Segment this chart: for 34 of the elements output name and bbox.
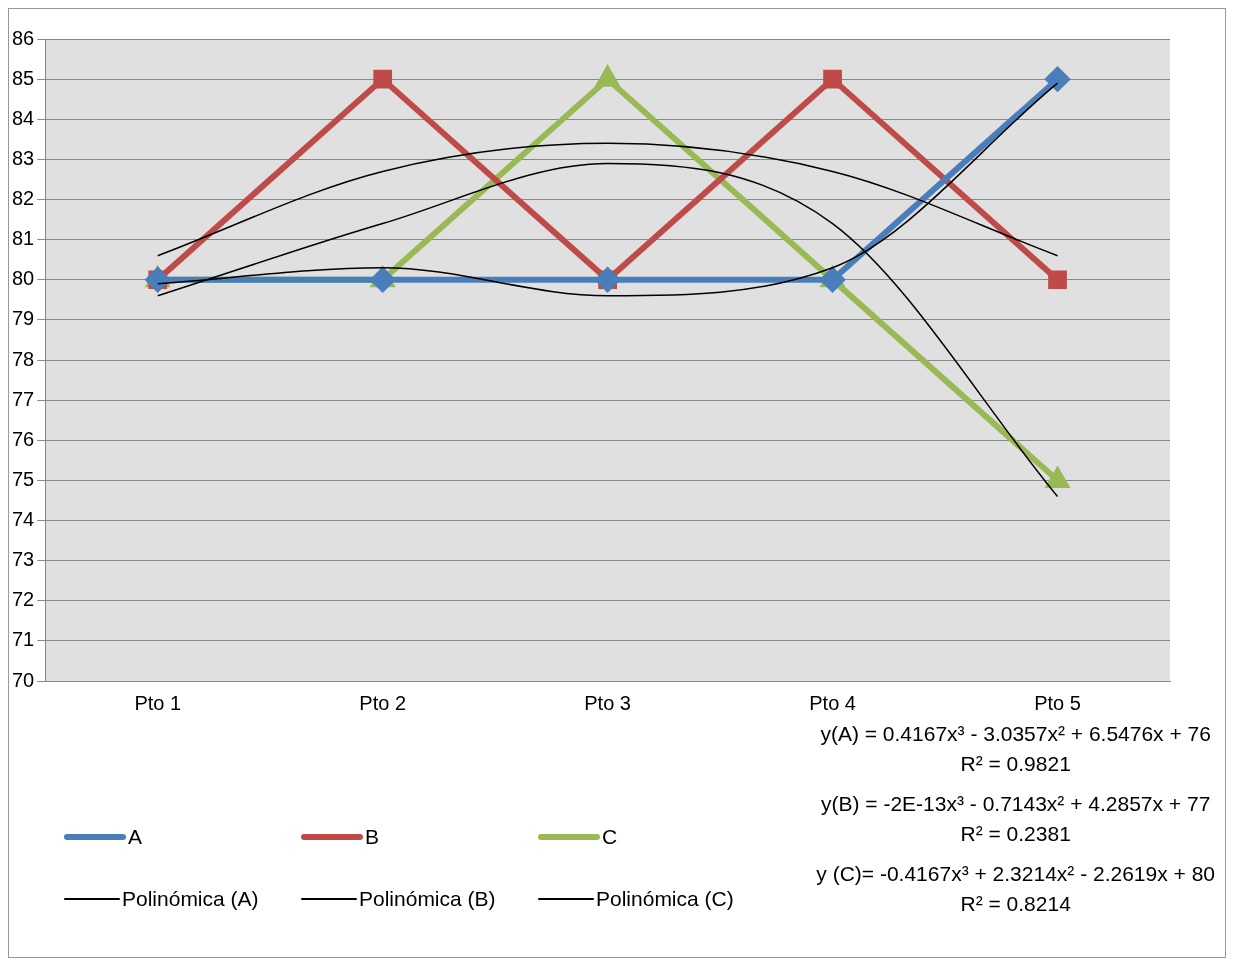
y-tick-label: 70 (12, 668, 35, 691)
x-tick-label: Pto 2 (359, 691, 407, 714)
text: R² = 0.8214 (959, 891, 1072, 917)
text: y(B) = -2E-13x³ - 0.7143x² + 4.2857x + 77 (820, 791, 1212, 817)
y-tick-label: 86 (12, 26, 35, 49)
y-tick-label: 75 (12, 467, 35, 490)
y-tick-label: 83 (12, 146, 35, 169)
x-tick-label: Pto 4 (809, 691, 856, 714)
legend-label: Polinómica (C) (596, 887, 734, 911)
y-tick-label: 78 (12, 347, 35, 370)
text: R² = 0.9821 (959, 751, 1072, 777)
y-tick-label: 73 (12, 548, 35, 571)
y-tick-label: 81 (12, 227, 35, 250)
y-tick-label: 80 (12, 267, 35, 290)
legend-label: Polinómica (B) (359, 887, 496, 911)
y-tick-label: 82 (12, 187, 35, 210)
x-tick-label: Pto 5 (1034, 691, 1081, 714)
legend-label: C (602, 825, 618, 849)
y-tick-label: 76 (12, 427, 35, 450)
y-tick-label: 84 (12, 106, 35, 129)
text: R² = 0.2381 (959, 821, 1072, 847)
y-tick-label: 72 (12, 588, 35, 611)
legend-label: Polinómica (A) (122, 887, 259, 911)
text: y (C)= -0.4167x³ + 2.3214x² - 2.2619x + 80 (816, 861, 1215, 887)
y-tick-label: 77 (12, 387, 35, 410)
y-tick-label: 71 (12, 628, 35, 651)
x-tick-label: Pto 1 (134, 691, 182, 714)
legend-label: B (365, 825, 380, 849)
y-tick-label: 79 (12, 307, 35, 330)
x-tick-label: Pto 3 (584, 691, 631, 714)
legend-label: A (128, 825, 143, 849)
y-tick-label: 85 (12, 66, 35, 89)
y-tick-label: 74 (12, 508, 35, 531)
text: y(A) = 0.4167x³ - 3.0357x² + 6.5476x + 76 (819, 721, 1212, 747)
